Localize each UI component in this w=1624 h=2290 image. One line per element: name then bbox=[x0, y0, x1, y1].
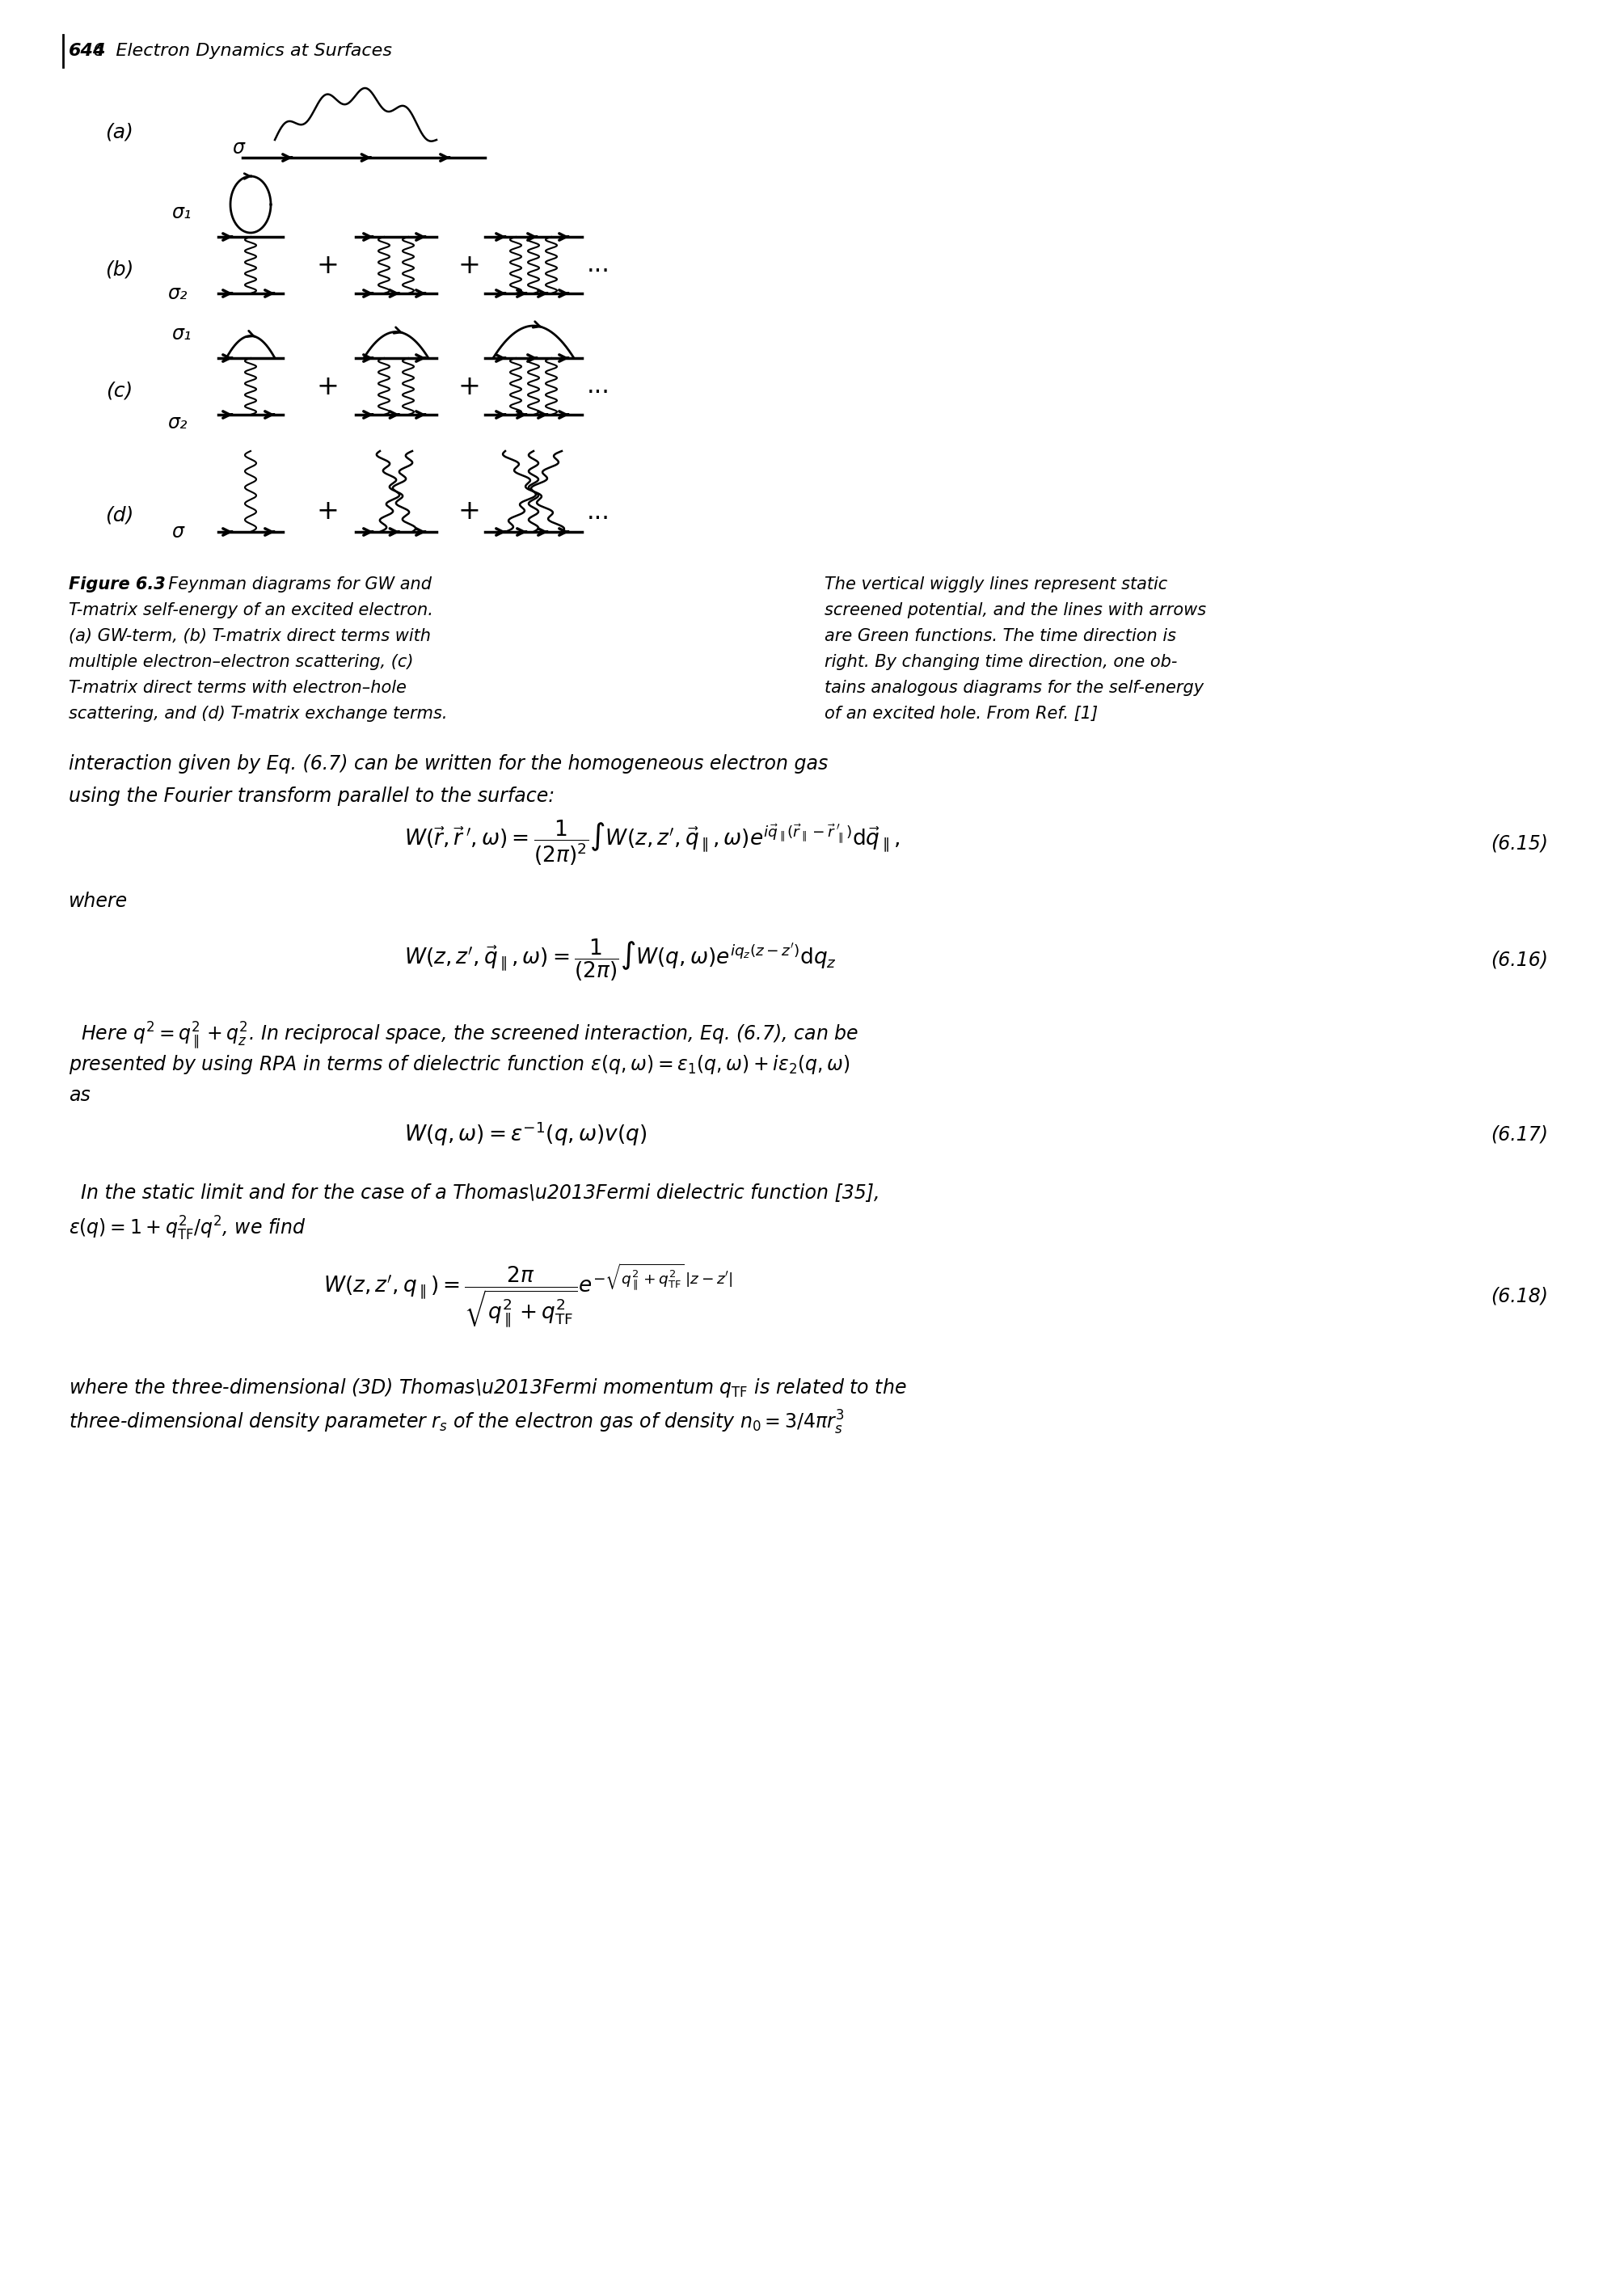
Text: Here $q^2 = q_{\parallel}^2 + q_z^2$. In reciprocal space, the screened interact: Here $q^2 = q_{\parallel}^2 + q_z^2$. In… bbox=[68, 1021, 859, 1051]
Text: The vertical wiggly lines represent static: The vertical wiggly lines represent stat… bbox=[825, 577, 1168, 593]
Text: 644: 644 bbox=[68, 44, 106, 60]
Text: T-matrix self-energy of an excited electron.: T-matrix self-energy of an excited elect… bbox=[68, 602, 434, 618]
Text: (6.17): (6.17) bbox=[1491, 1124, 1548, 1143]
Text: three-dimensional density parameter $r_s$ of the electron gas of density $n_0 = : three-dimensional density parameter $r_s… bbox=[68, 1408, 844, 1436]
Text: as: as bbox=[68, 1085, 91, 1106]
Text: (6.16): (6.16) bbox=[1491, 950, 1548, 971]
Text: multiple electron–electron scattering, (c): multiple electron–electron scattering, (… bbox=[68, 655, 414, 671]
Text: σ₂: σ₂ bbox=[167, 284, 188, 302]
Text: σ₁: σ₁ bbox=[172, 325, 192, 344]
Text: tains analogous diagrams for the self-energy: tains analogous diagrams for the self-en… bbox=[825, 680, 1203, 696]
Text: (c): (c) bbox=[106, 380, 133, 401]
Text: (a): (a) bbox=[106, 121, 133, 142]
Text: are Green functions. The time direction is: are Green functions. The time direction … bbox=[825, 627, 1176, 643]
Text: T-matrix direct terms with electron–hole: T-matrix direct terms with electron–hole bbox=[68, 680, 406, 696]
Text: $W(z,z^{\prime},\vec{q}_{\parallel},\omega) = \dfrac{1}{(2\pi)}\int W(q,\omega)e: $W(z,z^{\prime},\vec{q}_{\parallel},\ome… bbox=[404, 937, 836, 982]
Text: $W(z,z^{\prime},q_{\parallel}) = \dfrac{2\pi}{\sqrt{q_{\parallel}^2+q_{\mathrm{T: $W(z,z^{\prime},q_{\parallel}) = \dfrac{… bbox=[323, 1262, 732, 1330]
Text: (a) GW-term, (b) T-matrix direct terms with: (a) GW-term, (b) T-matrix direct terms w… bbox=[68, 627, 430, 643]
Text: +: + bbox=[317, 373, 339, 401]
Text: interaction given by Eq. (6.7) can be written for the homogeneous electron gas: interaction given by Eq. (6.7) can be wr… bbox=[68, 753, 828, 774]
Text: presented by using RPA in terms of dielectric function $\epsilon(q,\omega)=\epsi: presented by using RPA in terms of diele… bbox=[68, 1053, 849, 1076]
Text: where the three-dimensional (3D) Thomas\u2013Fermi momentum $q_{\mathrm{TF}}$ is: where the three-dimensional (3D) Thomas\… bbox=[68, 1376, 906, 1399]
Text: σ₂: σ₂ bbox=[167, 412, 188, 433]
Text: +: + bbox=[317, 252, 339, 279]
Text: 6  Electron Dynamics at Surfaces: 6 Electron Dynamics at Surfaces bbox=[93, 44, 391, 60]
Text: (6.15): (6.15) bbox=[1491, 834, 1548, 852]
Text: +: + bbox=[458, 499, 481, 524]
Text: (6.18): (6.18) bbox=[1491, 1287, 1548, 1305]
Text: $\epsilon(q) = 1 + q_{\mathrm{TF}}^2/q^2$, we find: $\epsilon(q) = 1 + q_{\mathrm{TF}}^2/q^2… bbox=[68, 1216, 305, 1243]
Text: (b): (b) bbox=[106, 259, 133, 279]
Text: ...: ... bbox=[586, 254, 611, 277]
Text: (d): (d) bbox=[106, 506, 133, 524]
Text: where: where bbox=[68, 891, 128, 911]
Text: +: + bbox=[317, 499, 339, 524]
Text: +: + bbox=[458, 373, 481, 401]
Text: σ: σ bbox=[232, 137, 245, 158]
Text: $W(q,\omega) = \epsilon^{-1}(q,\omega)v(q)$: $W(q,\omega) = \epsilon^{-1}(q,\omega)v(… bbox=[404, 1120, 646, 1147]
Text: $W(\vec{r},\vec{r}\,{}^{\prime},\omega) = \dfrac{1}{(2\pi)^2}\int W(z,z^{\prime}: $W(\vec{r},\vec{r}\,{}^{\prime},\omega) … bbox=[404, 818, 900, 868]
Text: using the Fourier transform parallel to the surface:: using the Fourier transform parallel to … bbox=[68, 785, 555, 806]
Text: ...: ... bbox=[586, 376, 611, 398]
Text: σ₁: σ₁ bbox=[172, 204, 192, 222]
Text: In the static limit and for the case of a Thomas\u2013Fermi dielectric function : In the static limit and for the case of … bbox=[68, 1182, 880, 1202]
Text: σ: σ bbox=[172, 522, 184, 540]
Text: scattering, and (d) T-matrix exchange terms.: scattering, and (d) T-matrix exchange te… bbox=[68, 705, 448, 721]
Text: of an excited hole. From Ref. [1]: of an excited hole. From Ref. [1] bbox=[825, 705, 1098, 721]
Text: ...: ... bbox=[586, 499, 611, 524]
Text: screened potential, and the lines with arrows: screened potential, and the lines with a… bbox=[825, 602, 1207, 618]
Text: right. By changing time direction, one ob-: right. By changing time direction, one o… bbox=[825, 655, 1177, 671]
Text: Figure 6.3: Figure 6.3 bbox=[68, 577, 166, 593]
Text: +: + bbox=[458, 252, 481, 279]
Text: Feynman diagrams for GW and: Feynman diagrams for GW and bbox=[158, 577, 432, 593]
